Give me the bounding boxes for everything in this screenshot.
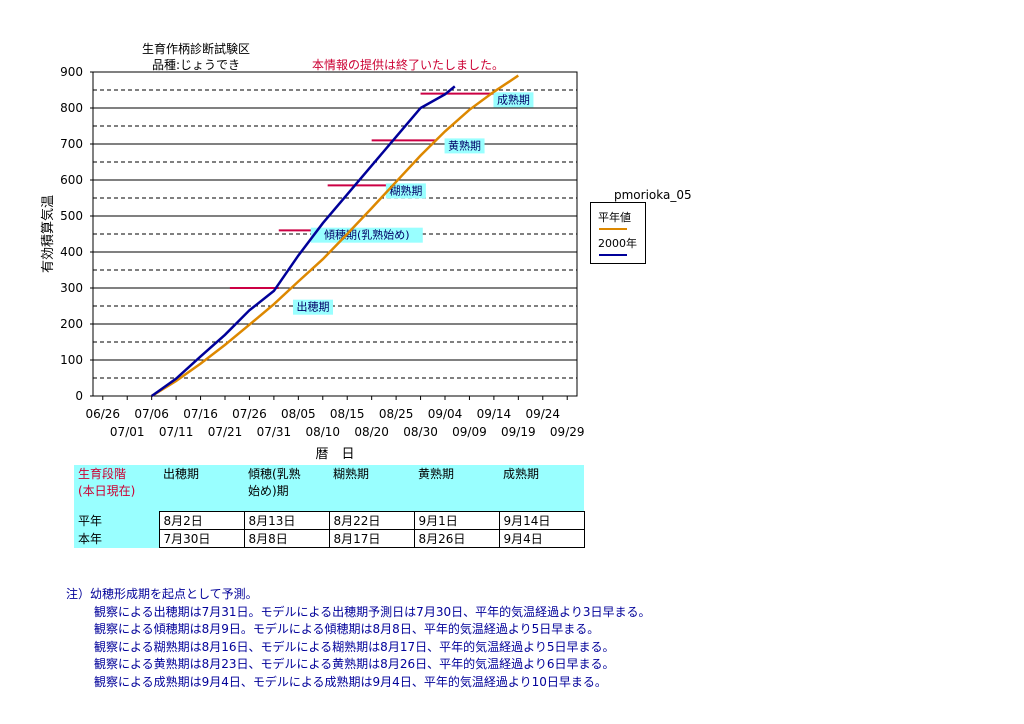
stage-table-header: 生育段階 (本日現在) 出穂期 傾穂(乳熟 始め)期 糊熟期 黄熟期 成熟期	[74, 465, 584, 512]
stage-table: 生育段階 (本日現在) 出穂期 傾穂(乳熟 始め)期 糊熟期 黄熟期 成熟期 平年 …	[74, 465, 585, 548]
note-line: 観察による出穂期は7月31日。モデルによる出穂期予測日は7月30日、平年的気温経…	[94, 604, 651, 619]
y-axis-label: 有効積算気温	[40, 195, 56, 273]
chart-title-line-1: 生育作柄診断試験区	[142, 42, 251, 56]
chart-title-line-2: 品種:じょうでき	[152, 58, 241, 72]
series-line-normal	[151, 74, 519, 398]
x-tick-label: 09/29	[550, 425, 585, 439]
service-ended-notice: 本情報の提供は終了いたしました。	[312, 58, 505, 72]
row-label: 本年	[74, 529, 159, 548]
table-cell: 9月1日	[413, 511, 500, 530]
stage-label-bg	[444, 138, 485, 154]
note-line: 観察による傾穂期は8月9日。モデルによる傾穂期は8月8日、平年的気温経過より5日…	[94, 622, 600, 636]
x-tick-label: 08/05	[281, 407, 316, 421]
x-tick-label: 09/09	[452, 425, 487, 439]
x-tick-label: 09/14	[477, 407, 512, 421]
table-cell: 7月30日	[158, 529, 245, 548]
stage-label: 糊熟期	[389, 183, 422, 197]
note-line: 観察による黄熟期は8月23日、モデルによる黄熟期は8月26日、平年的気温経過より…	[94, 657, 615, 671]
col-heading: 出穂期	[159, 465, 244, 512]
note-line: 観察による糊熟期は8月16日、モデルによる糊熟期は8月17日、平年的気温経過より…	[94, 639, 615, 654]
x-tick-label: 09/04	[428, 407, 463, 421]
x-tick-label: 07/21	[208, 425, 243, 439]
legend-title: pmorioka_05	[614, 188, 692, 202]
legend-label-normal: 平年値	[598, 211, 631, 224]
y-tick-label: 600	[60, 173, 83, 187]
y-tick-label: 200	[60, 317, 83, 331]
x-tick-label: 09/24	[525, 407, 560, 421]
y-tick-label: 700	[60, 137, 83, 151]
table-row-this-year: 本年 7月30日 8月8日 8月17日 8月26日 9月4日	[74, 529, 585, 548]
x-tick-label: 08/25	[379, 407, 414, 421]
legend-line-normal	[599, 228, 627, 230]
legend-label-2000: 2000年	[598, 237, 637, 250]
x-tick-label: 07/11	[159, 425, 194, 439]
stage-table-wrap: 生育段階 (本日現在) 出穂期 傾穂(乳熟 始め)期 糊熟期 黄熟期 成熟期 平年 …	[74, 465, 585, 548]
stage-label: 黄熟期	[448, 138, 481, 152]
col-milk: 傾穂(乳熟 始め)期	[244, 465, 329, 512]
y-tick-label: 0	[75, 389, 83, 403]
y-tick-label: 400	[60, 245, 83, 259]
col-yellow: 黄熟期	[414, 465, 499, 512]
table-cell: 8月8日	[243, 529, 330, 548]
stage-label-bg	[493, 92, 534, 108]
table-cell: 8月17日	[328, 529, 415, 548]
x-tick-label: 08/30	[403, 425, 438, 439]
row-label: 平年	[74, 511, 159, 530]
x-tick-label: 08/10	[305, 425, 340, 439]
table-cell: 9月4日	[498, 529, 585, 548]
x-tick-label: 07/06	[134, 407, 169, 421]
note-line: 観察による成熟期は9月4日、モデルによる成熟期は9月4日、平年的気温経過より10…	[94, 674, 607, 689]
stage-label: 成熟期	[497, 92, 530, 106]
stage-label: 傾穂期(乳熟始め)	[324, 228, 410, 242]
y-tick-label: 500	[60, 209, 83, 223]
x-tick-label: 06/26	[85, 407, 120, 421]
table-cell: 8月2日	[158, 511, 245, 530]
stage-label-bg	[293, 299, 333, 315]
x-tick-label: 07/31	[257, 425, 292, 439]
stage-table-corner: 生育段階 (本日現在)	[74, 465, 159, 512]
stage-label-bg	[385, 183, 426, 199]
col-mature: 成熟期	[499, 465, 584, 512]
x-tick-label: 07/16	[183, 407, 218, 421]
x-tick-label: 08/15	[330, 407, 365, 421]
legend: 平年値 2000年	[590, 202, 646, 264]
table-cell: 8月26日	[413, 529, 500, 548]
growth-chart: 0 100 200 300 400 500 600 700 800 900 06/26 07/06 07…	[40, 65, 585, 462]
col-dough: 糊熟期	[329, 465, 414, 512]
y-tick-label: 900	[60, 65, 83, 79]
x-tick-label: 09/19	[501, 425, 536, 439]
y-tick-label: 100	[60, 353, 83, 367]
stage-label: 出穂期	[297, 300, 330, 314]
notes-head: 注）幼穂形成期を起点として予測。	[66, 587, 258, 601]
x-tick-label: 07/01	[110, 425, 145, 439]
x-tick-label: 08/20	[354, 425, 389, 439]
stage-label-bg	[310, 227, 423, 243]
y-tick-label: 300	[60, 281, 83, 295]
x-tick-label: 07/26	[232, 407, 267, 421]
y-tick-label: 800	[60, 101, 83, 115]
table-cell: 8月13日	[243, 511, 330, 530]
series-line-2000	[150, 85, 456, 398]
table-row-normal: 平年 8月2日 8月13日 8月22日 9月1日 9月14日	[74, 511, 585, 530]
notes: 注）幼穂形成期を起点として予測。 観察による出穂期は7月31日。モデルによる出穂…	[66, 586, 651, 691]
table-cell: 8月22日	[328, 511, 415, 530]
legend-line-2000	[599, 254, 627, 256]
x-axis-label: 暦 日	[315, 447, 354, 462]
table-cell: 9月14日	[498, 511, 585, 530]
